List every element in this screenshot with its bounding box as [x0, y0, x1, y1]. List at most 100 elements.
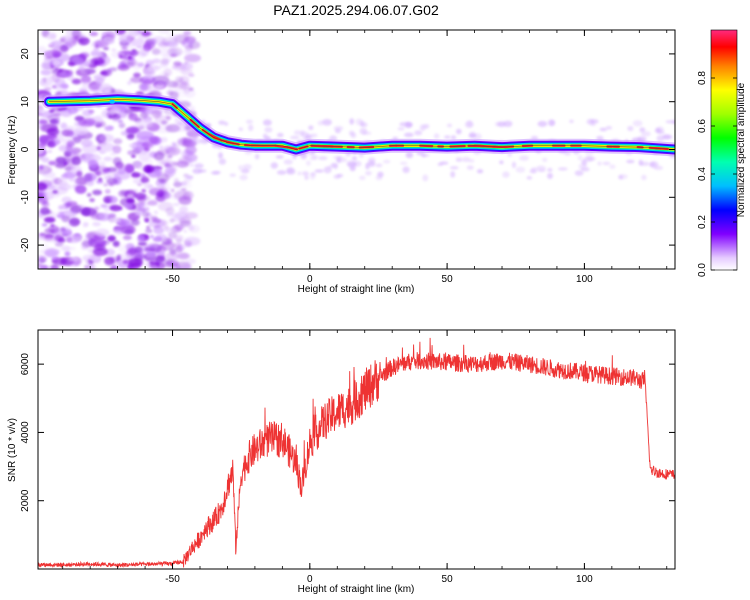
spectrogram-noise-blob [88, 159, 99, 169]
spectrogram-halo-blob [210, 171, 220, 175]
spectrogram-halo-blob [365, 171, 372, 176]
spectrogram-halo-blob [375, 163, 383, 168]
spectrogram-noise-blob [153, 226, 165, 235]
spectrogram-noise-blob [183, 229, 187, 233]
colorbar-tick-label: 0.0 [697, 263, 708, 277]
spectrogram-noise-blob [87, 247, 94, 254]
spectrogram-noise-blob [51, 84, 57, 89]
spectrogram-noise-blob [60, 181, 68, 189]
spectrogram-noise-blob [142, 255, 148, 259]
spectrogram-halo-blob [187, 157, 194, 163]
spectrogram-noise-blob [61, 196, 72, 204]
spectrogram-noise-blob [149, 235, 154, 239]
spectrogram-noise-blob [54, 45, 61, 51]
spectrogram-noise-blob [97, 214, 105, 218]
spectrogram-noise-blob [118, 122, 126, 129]
spectrogram-noise-blob [189, 106, 196, 112]
colorbar: 0.0 0.2 0.4 0.6 0.8 Normalized spectral ampl… [697, 29, 747, 277]
spectrogram-noise-blob [120, 253, 132, 260]
spectrogram-noise-blob [43, 86, 52, 92]
spectrogram-noise-blob [41, 223, 48, 227]
spectrogram-halo-blob [599, 127, 608, 132]
spectrogram-noise-blob [122, 235, 132, 241]
spectrogram-noise-blob [161, 120, 168, 125]
spectrogram-noise-blob [41, 61, 51, 70]
spectrogram-halo-blob [218, 152, 224, 159]
spectrogram-noise-blob [97, 142, 116, 152]
spectrogram-noise-blob [128, 112, 138, 121]
spectrogram-halo-blob [446, 123, 453, 128]
spectrogram-noise-blob [170, 188, 175, 193]
spectrogram-halo-blob [359, 175, 366, 181]
spectrogram-noise-blob [135, 130, 155, 140]
spectrogram-halo-blob [299, 130, 305, 136]
spectrogram-noise-blob [170, 192, 188, 202]
spectrogram-halo-blob [537, 169, 546, 173]
spectrogram-noise-blob [48, 226, 52, 230]
spectrogram-noise-blob [107, 235, 116, 242]
spectrogram-noise-blob [142, 78, 154, 85]
snr-frame [37, 329, 676, 570]
spectrogram-noise-blob [89, 198, 95, 203]
spectrogram-noise-blob [145, 228, 153, 234]
spectrogram-noise-blob [74, 233, 81, 237]
spectrogram-noise-blob [134, 246, 143, 253]
spectrogram-halo-blob [626, 159, 635, 164]
spectrogram-noise-blob [74, 184, 87, 194]
spectrogram-noise-blob [166, 40, 179, 48]
spectrogram-noise-blob [125, 164, 135, 174]
spectrogram-noise-blob [107, 166, 118, 173]
spectrogram-noise-blob [133, 72, 141, 78]
spectrogram-halo-blob [349, 118, 355, 125]
spectrogram-noise-blob [38, 46, 47, 55]
spectrogram-noise-blob [76, 170, 83, 178]
spectrogram-noise-blob [104, 256, 115, 266]
spectrogram-noise-blob [181, 149, 195, 158]
spectrogram-noise-blob [141, 210, 150, 218]
spectrogram-noise-blob [107, 195, 118, 204]
spectrogram-noise-blob [60, 174, 70, 180]
spectrogram-noise-blob [88, 83, 104, 93]
spectrogram-noise-blob [146, 225, 150, 230]
snr-axes: -50 0 50 100 2000 4000 6000 [20, 329, 676, 585]
spectrogram-noise-blob [139, 47, 150, 56]
spectrogram-noise-blob [165, 187, 171, 191]
spectrogram-noise-blob [137, 196, 147, 203]
spectrogram-noise-blob [68, 256, 79, 262]
spectrogram-noise-blob [103, 46, 109, 51]
spectrogram-noise-blob [123, 109, 134, 115]
spectrogram-halo-blob [405, 151, 414, 159]
spectrogram-noise-blob [173, 61, 182, 67]
spectrogram-noise-blob [103, 183, 109, 187]
spectrogram-noise-blob [126, 133, 135, 140]
spectrogram-noise-blob [64, 202, 73, 208]
spectrogram-noise-blob [55, 156, 67, 165]
spectrogram-noise-blob [48, 109, 55, 113]
spectrogram-noise-blob [145, 196, 150, 200]
spectrogram-noise-blob [122, 259, 129, 265]
spectrogram-noise-blob [110, 264, 118, 269]
spectrogram-halo-blob [333, 125, 344, 131]
spectrogram-halo-blob [347, 162, 357, 168]
spectrogram-halo-blob [245, 119, 254, 124]
spectrogram-noise-blob [64, 251, 71, 257]
spectrogram-noise-blob [136, 62, 145, 68]
spectrogram-noise-blob [115, 30, 126, 35]
spectrogram-noise-blob [104, 189, 111, 194]
spectrogram-halo-blob [640, 131, 651, 137]
spectrogram-noise-blob [137, 241, 147, 247]
spectrogram-noise-blob [110, 151, 116, 156]
snr-series-line [38, 337, 675, 568]
spectrogram-halo-blob [192, 168, 202, 174]
spectrogram-halo-blob [515, 166, 526, 173]
spectrogram-noise-blob [101, 32, 107, 36]
spectrogram-halo-blob [264, 126, 273, 133]
spectrogram-noise-blob [71, 78, 82, 85]
spectrogram-noise-blob [58, 211, 65, 215]
spectrogram-noise-blob [90, 50, 100, 56]
spectrogram-halo-blob [639, 127, 646, 133]
spectrogram-noise-blob [86, 193, 92, 197]
spectrogram-noise-blob [41, 200, 50, 208]
spectrogram-halo-blob [362, 131, 372, 135]
spectrogram-halo-blob [632, 120, 643, 127]
